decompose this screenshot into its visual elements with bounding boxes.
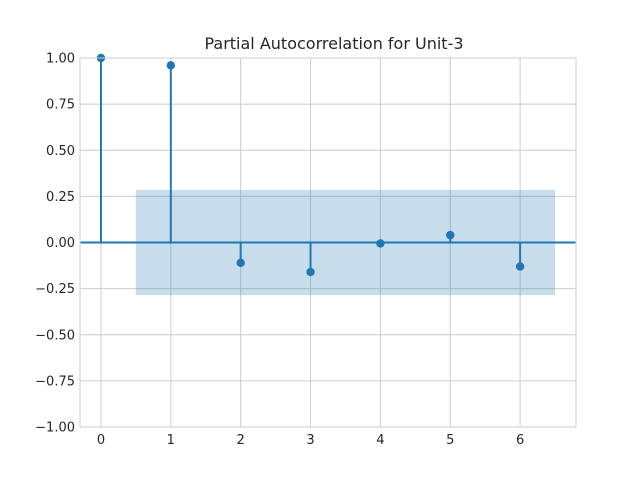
- plot-frame-layer: [79, 57, 577, 428]
- x-tick-label: 2: [237, 433, 245, 448]
- y-tick-label: −0.75: [35, 374, 75, 389]
- y-tick-label: −1.00: [35, 421, 75, 436]
- y-tick-label: 0.00: [46, 236, 75, 251]
- x-tick-label: 5: [446, 433, 454, 448]
- x-tick-label: 4: [376, 433, 384, 448]
- plot-frame: [79, 57, 577, 428]
- y-tick-label: 0.50: [46, 144, 75, 159]
- y-tick-label: 0.25: [46, 190, 75, 205]
- x-tick-label: 1: [167, 433, 175, 448]
- stem-marker-lag-6: [515, 262, 525, 271]
- stem-marker-lag-4: [376, 239, 385, 248]
- y-tick-label: 0.75: [46, 98, 75, 113]
- y-tick-label: −0.25: [35, 282, 75, 297]
- stem-marker-lag-1: [166, 61, 176, 70]
- y-tick-label: −0.50: [35, 328, 75, 343]
- stem-marker-lag-2: [236, 258, 245, 267]
- x-tick-label: 6: [516, 433, 524, 448]
- x-tick-label: 3: [306, 433, 314, 448]
- x-tick-label: 0: [97, 433, 105, 448]
- stem-marker-lag-3: [306, 267, 315, 277]
- stems-layer: [96, 53, 525, 277]
- y-tick-label: 1.00: [46, 52, 75, 67]
- y-tick-labels: −1.00 −0.75 −0.50 −0.25 0.00 0.25 0.50 0.75 1.00: [35, 52, 75, 436]
- x-tick-labels: 0 1 2 3 4 5 6: [97, 433, 524, 448]
- chart-title: Partial Autocorrelation for Unit-3: [204, 34, 463, 53]
- stem-marker-lag-5: [446, 230, 455, 240]
